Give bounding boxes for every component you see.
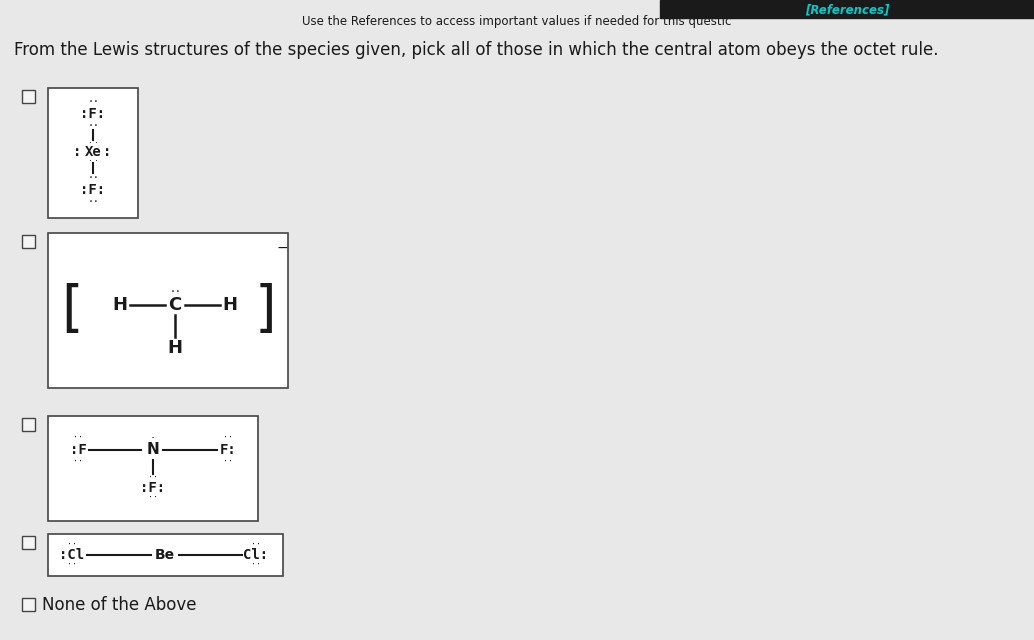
Bar <box>48 534 283 576</box>
Text: Cl:: Cl: <box>243 548 269 562</box>
Bar <box>22 598 35 611</box>
Text: None of the Above: None of the Above <box>42 596 196 614</box>
Text: ·: · <box>151 433 155 445</box>
Text: ··: ·· <box>67 541 77 550</box>
Text: Xe: Xe <box>85 145 101 159</box>
Text: F:: F: <box>219 443 237 457</box>
Bar <box>22 235 35 248</box>
Text: ··: ·· <box>73 433 83 442</box>
Text: ··: ·· <box>170 287 181 297</box>
Text: From the Lewis structures of the species given, pick all of those in which the c: From the Lewis structures of the species… <box>14 41 939 59</box>
Text: ··: ·· <box>148 474 158 483</box>
Text: ··: ·· <box>251 541 261 550</box>
Text: :F: :F <box>69 443 87 457</box>
Text: ··: ·· <box>148 493 158 502</box>
Text: N: N <box>147 442 159 458</box>
Text: H: H <box>113 296 127 314</box>
Text: ·: · <box>89 138 91 148</box>
Bar <box>48 416 258 521</box>
Text: ··: ·· <box>87 121 99 131</box>
Text: :Cl: :Cl <box>59 548 85 562</box>
Text: [: [ <box>61 283 83 337</box>
Bar <box>22 90 35 103</box>
Text: C: C <box>169 296 182 314</box>
Text: ··: ·· <box>251 561 261 570</box>
Bar <box>22 418 35 431</box>
Text: ··: ·· <box>73 458 83 467</box>
Text: ··: ·· <box>67 561 77 570</box>
Text: :F:: :F: <box>141 481 165 495</box>
Text: ·: · <box>94 138 97 148</box>
Text: −: − <box>277 241 288 255</box>
Text: ·: · <box>94 156 97 166</box>
Text: ··: ·· <box>87 197 99 207</box>
Text: :F:: :F: <box>81 107 105 121</box>
Text: ··: ·· <box>223 458 233 467</box>
Text: :F:: :F: <box>81 183 105 197</box>
Text: ]: ] <box>254 283 276 337</box>
Text: H: H <box>222 296 238 314</box>
Bar <box>48 88 138 218</box>
Text: ··: ·· <box>87 173 99 183</box>
Text: ··: ·· <box>223 433 233 442</box>
Text: :: : <box>72 145 82 159</box>
Bar <box>660 0 1034 18</box>
Text: Use the References to access important values if needed for this questic: Use the References to access important v… <box>302 15 732 29</box>
Text: Be: Be <box>155 548 175 562</box>
Bar <box>22 536 35 549</box>
Text: H: H <box>168 339 182 357</box>
Text: ·: · <box>89 156 91 166</box>
Text: [References]: [References] <box>804 3 889 17</box>
Text: ··: ·· <box>87 97 99 107</box>
Bar <box>48 233 288 388</box>
Text: :: : <box>102 145 112 159</box>
